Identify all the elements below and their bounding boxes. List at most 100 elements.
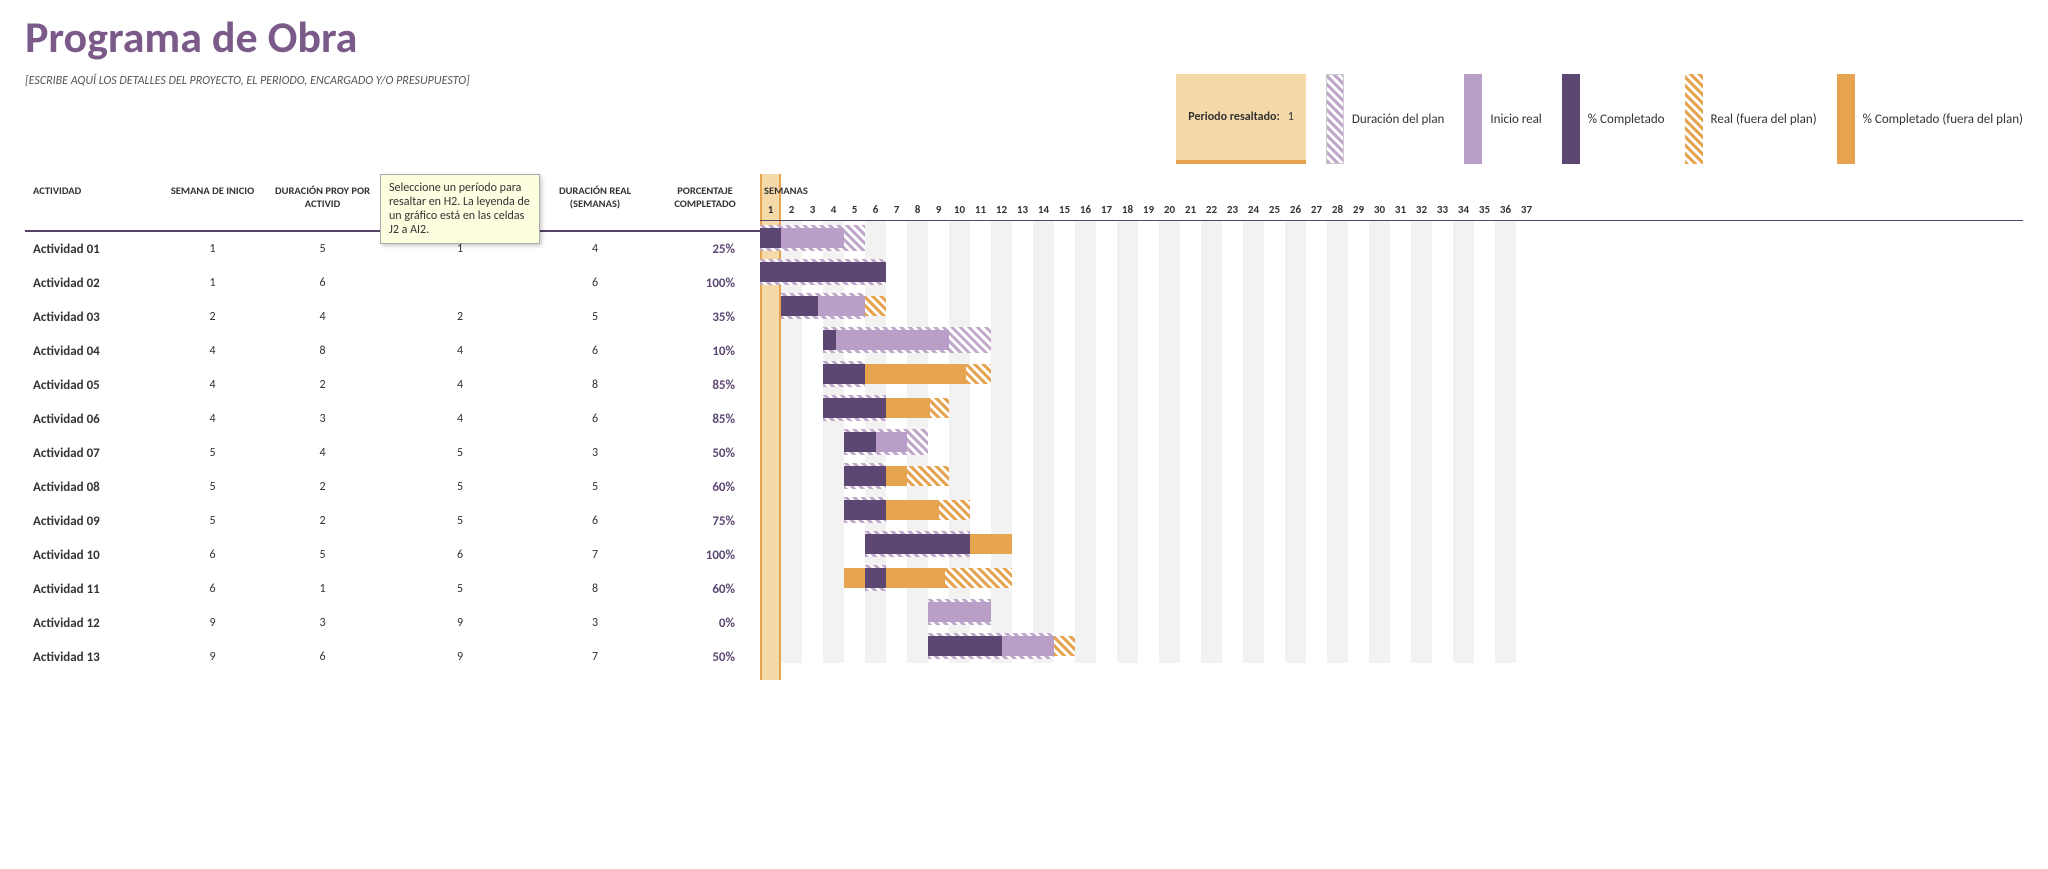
real-dur-cell[interactable]: 6 [540, 334, 650, 368]
week-number[interactable]: 23 [1222, 199, 1243, 220]
plan-dur-cell[interactable]: 5 [265, 538, 380, 572]
plan-start-cell[interactable]: 1 [160, 266, 265, 300]
percent-cell[interactable]: 10% [650, 334, 760, 368]
table-row[interactable]: Actividad 106567100% [25, 538, 760, 572]
week-number[interactable]: 20 [1159, 199, 1180, 220]
percent-cell[interactable]: 50% [650, 640, 760, 674]
real-start-cell[interactable]: 5 [380, 470, 540, 504]
highlight-period-box[interactable]: Periodo resaltado: 1 [1176, 74, 1306, 164]
percent-cell[interactable]: 25% [650, 232, 760, 266]
activity-name-cell[interactable]: Actividad 04 [25, 334, 160, 368]
real-dur-cell[interactable]: 8 [540, 368, 650, 402]
real-dur-cell[interactable]: 3 [540, 436, 650, 470]
plan-dur-cell[interactable]: 6 [265, 640, 380, 674]
plan-dur-cell[interactable]: 2 [265, 368, 380, 402]
col-percent[interactable]: PORCENTAJE COMPLETADO [650, 174, 760, 231]
activity-name-cell[interactable]: Actividad 09 [25, 504, 160, 538]
week-number[interactable]: 32 [1411, 199, 1432, 220]
plan-start-cell[interactable]: 5 [160, 470, 265, 504]
week-number[interactable]: 9 [928, 199, 949, 220]
week-number[interactable]: 11 [970, 199, 991, 220]
plan-start-cell[interactable]: 6 [160, 538, 265, 572]
real-dur-cell[interactable]: 6 [540, 504, 650, 538]
activity-name-cell[interactable]: Actividad 07 [25, 436, 160, 470]
plan-dur-cell[interactable]: 5 [265, 232, 380, 266]
plan-start-cell[interactable]: 6 [160, 572, 265, 606]
col-activity[interactable]: ACTIVIDAD [25, 174, 160, 231]
week-number[interactable]: 5 [844, 199, 865, 220]
table-row[interactable]: Actividad 11615860% [25, 572, 760, 606]
real-dur-cell[interactable]: 3 [540, 606, 650, 640]
week-number[interactable]: 13 [1012, 199, 1033, 220]
percent-cell[interactable]: 100% [650, 538, 760, 572]
percent-cell[interactable]: 75% [650, 504, 760, 538]
plan-start-cell[interactable]: 1 [160, 232, 265, 266]
activity-name-cell[interactable]: Actividad 02 [25, 266, 160, 300]
plan-dur-cell[interactable]: 1 [265, 572, 380, 606]
week-number[interactable]: 3 [802, 199, 823, 220]
plan-dur-cell[interactable]: 2 [265, 470, 380, 504]
col-real-duration[interactable]: DURACIÓN REAL (SEMANAS) [540, 174, 650, 231]
percent-cell[interactable]: 60% [650, 572, 760, 606]
plan-dur-cell[interactable]: 2 [265, 504, 380, 538]
activity-name-cell[interactable]: Actividad 10 [25, 538, 160, 572]
week-number[interactable]: 28 [1327, 199, 1348, 220]
real-start-cell[interactable]: 2 [380, 300, 540, 334]
week-number[interactable]: 7 [886, 199, 907, 220]
week-number[interactable]: 34 [1453, 199, 1474, 220]
activity-name-cell[interactable]: Actividad 05 [25, 368, 160, 402]
plan-start-cell[interactable]: 9 [160, 640, 265, 674]
week-number[interactable]: 4 [823, 199, 844, 220]
week-number[interactable]: 27 [1306, 199, 1327, 220]
percent-cell[interactable]: 85% [650, 368, 760, 402]
table-row[interactable]: Actividad 02166100% [25, 266, 760, 300]
plan-start-cell[interactable]: 5 [160, 504, 265, 538]
plan-start-cell[interactable]: 5 [160, 436, 265, 470]
activity-name-cell[interactable]: Actividad 11 [25, 572, 160, 606]
real-dur-cell[interactable]: 4 [540, 232, 650, 266]
real-dur-cell[interactable]: 6 [540, 402, 650, 436]
week-number[interactable]: 8 [907, 199, 928, 220]
real-start-cell[interactable]: 5 [380, 572, 540, 606]
real-start-cell[interactable] [380, 266, 540, 300]
week-number[interactable]: 24 [1243, 199, 1264, 220]
activity-name-cell[interactable]: Actividad 12 [25, 606, 160, 640]
plan-dur-cell[interactable]: 6 [265, 266, 380, 300]
table-row[interactable]: Actividad 06434685% [25, 402, 760, 436]
activity-name-cell[interactable]: Actividad 01 [25, 232, 160, 266]
percent-cell[interactable]: 50% [650, 436, 760, 470]
table-row[interactable]: Actividad 05424885% [25, 368, 760, 402]
real-start-cell[interactable]: 9 [380, 606, 540, 640]
week-number[interactable]: 17 [1096, 199, 1117, 220]
real-dur-cell[interactable]: 8 [540, 572, 650, 606]
real-start-cell[interactable]: 6 [380, 538, 540, 572]
percent-cell[interactable]: 85% [650, 402, 760, 436]
plan-start-cell[interactable]: 9 [160, 606, 265, 640]
real-start-cell[interactable]: 5 [380, 504, 540, 538]
percent-cell[interactable]: 0% [650, 606, 760, 640]
real-dur-cell[interactable]: 5 [540, 470, 650, 504]
week-number[interactable]: 16 [1075, 199, 1096, 220]
week-number[interactable]: 19 [1138, 199, 1159, 220]
week-number[interactable]: 29 [1348, 199, 1369, 220]
activity-table-body[interactable]: Actividad 01151425%Actividad 02166100%Ac… [25, 232, 760, 674]
percent-cell[interactable]: 35% [650, 300, 760, 334]
plan-dur-cell[interactable]: 3 [265, 606, 380, 640]
week-number[interactable]: 30 [1369, 199, 1390, 220]
percent-cell[interactable]: 60% [650, 470, 760, 504]
plan-dur-cell[interactable]: 4 [265, 300, 380, 334]
activity-name-cell[interactable]: Actividad 03 [25, 300, 160, 334]
real-start-cell[interactable]: 4 [380, 368, 540, 402]
col-start-week[interactable]: SEMANA DE INICIO [160, 174, 265, 231]
week-number[interactable]: 35 [1474, 199, 1495, 220]
real-dur-cell[interactable]: 7 [540, 640, 650, 674]
week-number[interactable]: 6 [865, 199, 886, 220]
activity-name-cell[interactable]: Actividad 13 [25, 640, 160, 674]
real-start-cell[interactable]: 4 [380, 402, 540, 436]
gantt-chart[interactable]: SEMANAS 12345678910111213141516171819202… [760, 174, 2023, 674]
plan-dur-cell[interactable]: 8 [265, 334, 380, 368]
real-start-cell[interactable]: 9 [380, 640, 540, 674]
real-start-cell[interactable]: 4 [380, 334, 540, 368]
table-row[interactable]: Actividad 08525560% [25, 470, 760, 504]
week-number[interactable]: 33 [1432, 199, 1453, 220]
